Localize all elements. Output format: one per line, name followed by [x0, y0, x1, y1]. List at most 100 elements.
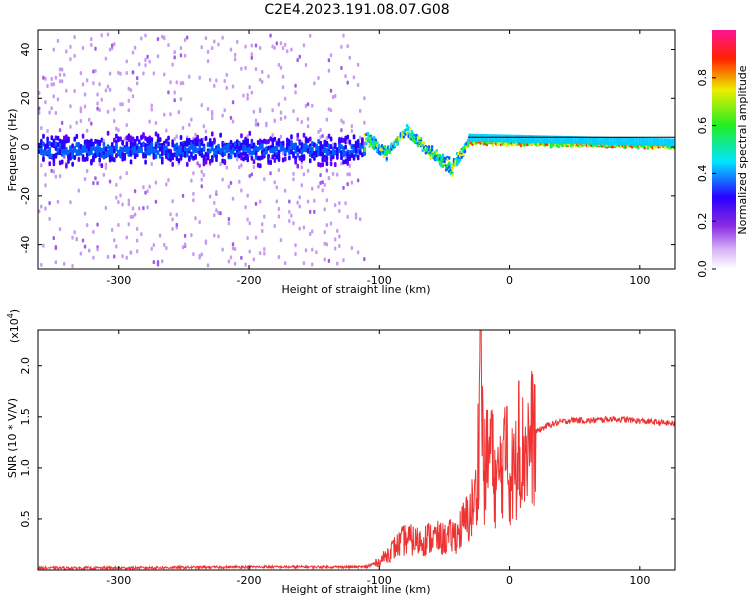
- heatmap-cell: [261, 228, 264, 233]
- heatmap-cell: [46, 129, 49, 134]
- heatmap-cell: [616, 137, 619, 146]
- heatmap-cell: [294, 243, 297, 248]
- heatmap-cell: [313, 155, 316, 161]
- heatmap-cell: [261, 79, 264, 84]
- heatmap-cell: [441, 164, 445, 169]
- heatmap-cell: [44, 206, 47, 211]
- heatmap-cell: [535, 135, 538, 144]
- heatmap-cell: [609, 136, 611, 145]
- heatmap-cell: [294, 251, 297, 256]
- heatmap-cell: [502, 134, 505, 143]
- heatmap-cell: [121, 151, 124, 157]
- heatmap-cell: [196, 140, 200, 146]
- heatmap-cell: [279, 110, 283, 115]
- heatmap-cell: [100, 137, 104, 143]
- heatmap-cell: [321, 144, 325, 150]
- heatmap-cell: [229, 255, 233, 260]
- heatmap-cell: [591, 136, 594, 145]
- heatmap-cell: [198, 255, 201, 260]
- heatmap-cell: [160, 34, 164, 39]
- heatmap-cell: [265, 148, 268, 154]
- heatmap-cell: [279, 41, 283, 46]
- heatmap-cell: [286, 145, 289, 151]
- heatmap-cell: [340, 151, 343, 157]
- heatmap-cell: [595, 136, 597, 145]
- heatmap-cell: [167, 178, 170, 183]
- heatmap-cell: [121, 202, 124, 207]
- heatmap-cell: [325, 168, 329, 173]
- heatmap-cell: [652, 138, 655, 147]
- heatmap-cell: [233, 57, 237, 62]
- heatmap-cell: [167, 90, 170, 95]
- heatmap-cell: [150, 148, 154, 154]
- heatmap-cell: [221, 152, 225, 158]
- heatmap-cell: [598, 136, 600, 145]
- heatmap-cell: [288, 149, 291, 155]
- heatmap-cell: [104, 165, 108, 170]
- heatmap-cell: [348, 156, 352, 162]
- heatmap-cell: [602, 136, 605, 145]
- heatmap-cell: [56, 142, 60, 148]
- heatmap-cell: [131, 70, 135, 75]
- heatmap-cell: [67, 158, 70, 164]
- heatmap-cell: [269, 148, 272, 154]
- heatmap-cell: [94, 46, 97, 51]
- heatmap-cell: [171, 139, 174, 145]
- heatmap-cell: [302, 143, 306, 149]
- heatmap-cell: [263, 214, 266, 219]
- heatmap-cell: [440, 161, 443, 166]
- heatmap-cell: [71, 161, 74, 167]
- heatmap-cell: [607, 136, 610, 145]
- heatmap-cell: [67, 137, 70, 143]
- heatmap-cell: [233, 261, 237, 266]
- heatmap-cell: [336, 152, 339, 158]
- heatmap-cell: [279, 238, 283, 243]
- heatmap-cell: [562, 135, 564, 144]
- heatmap-cell: [563, 135, 566, 144]
- heatmap-cell: [142, 185, 145, 190]
- heatmap-cell: [363, 146, 367, 151]
- heatmap-cell: [327, 133, 331, 139]
- heatmap-cell: [338, 148, 341, 154]
- heatmap-cell: [267, 145, 270, 151]
- heatmap-cell: [188, 156, 191, 162]
- heatmap-cell: [336, 261, 339, 266]
- heatmap-cell: [298, 139, 302, 145]
- heatmap-cell: [60, 67, 64, 72]
- heatmap-cell: [56, 97, 60, 102]
- heatmap-cell: [169, 212, 172, 217]
- heatmap-cell: [198, 150, 202, 156]
- heatmap-cell: [457, 160, 460, 164]
- heatmap-cell: [296, 163, 300, 169]
- heatmap-cell: [273, 118, 276, 123]
- heatmap-cell: [290, 134, 293, 140]
- heatmap-cell: [85, 143, 89, 149]
- heatmap-cell: [144, 136, 147, 142]
- heatmap-cell: [246, 92, 249, 97]
- heatmap-cell: [121, 102, 124, 107]
- heatmap-cell: [121, 146, 124, 152]
- heatmap-cell: [258, 77, 262, 82]
- heatmap-cell: [242, 93, 245, 98]
- heatmap-cell: [113, 119, 116, 124]
- heatmap-cell: [227, 142, 231, 148]
- heatmap-cell: [96, 247, 99, 252]
- heatmap-cell: [484, 134, 486, 143]
- heatmap-cell: [582, 136, 585, 145]
- heatmap-cell: [169, 149, 172, 155]
- heatmap-cell: [104, 162, 108, 167]
- heatmap-cell: [92, 255, 95, 260]
- colorbar-gradient: [712, 30, 736, 269]
- heatmap-cell: [194, 141, 197, 147]
- snr-x-tick-label: 100: [629, 574, 650, 587]
- heatmap-cell: [133, 45, 137, 50]
- heatmap-cell: [73, 53, 76, 58]
- heatmap-cell: [254, 122, 258, 127]
- heatmap-cell: [537, 135, 539, 144]
- heatmap-cell: [135, 136, 139, 142]
- heatmap-cell: [250, 90, 253, 95]
- heatmap-cell: [85, 148, 89, 154]
- heatmap-cell: [356, 154, 360, 160]
- heatmap-cell: [317, 75, 320, 80]
- heatmap-cell: [516, 134, 519, 143]
